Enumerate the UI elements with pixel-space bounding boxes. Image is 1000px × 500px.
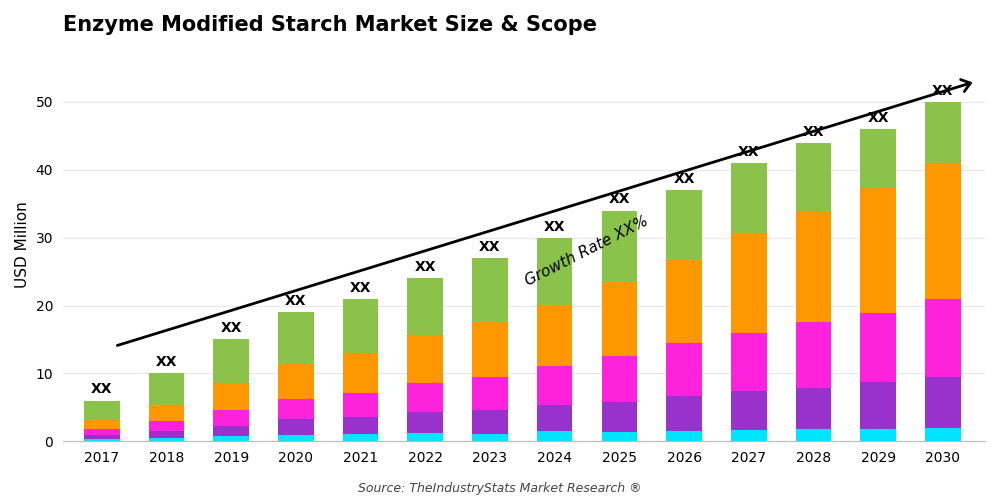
Bar [149, 438, 184, 442]
Bar [731, 333, 767, 391]
Bar [602, 282, 637, 356]
Bar [407, 412, 443, 433]
Bar [666, 260, 702, 344]
Bar [796, 430, 831, 442]
Bar [149, 374, 184, 406]
Bar [84, 400, 120, 420]
Bar [343, 417, 378, 434]
Bar [666, 431, 702, 442]
Bar [731, 163, 767, 232]
Bar [472, 377, 508, 410]
Bar [149, 431, 184, 438]
Text: XX: XX [415, 260, 436, 274]
Bar [860, 129, 896, 188]
Bar [84, 435, 120, 439]
Bar [537, 404, 572, 431]
Bar [537, 366, 572, 405]
Bar [796, 322, 831, 388]
Bar [925, 102, 961, 163]
Text: XX: XX [803, 124, 824, 138]
Bar [149, 406, 184, 421]
Bar [213, 384, 249, 409]
Bar [602, 432, 637, 442]
Text: XX: XX [479, 240, 501, 254]
Bar [472, 434, 508, 442]
Bar [407, 382, 443, 412]
Bar [860, 382, 896, 429]
Bar [213, 410, 249, 426]
Bar [860, 314, 896, 382]
Text: XX: XX [609, 192, 630, 206]
Bar [407, 278, 443, 336]
Bar [602, 210, 637, 282]
Bar [278, 435, 314, 442]
Bar [537, 431, 572, 442]
Bar [343, 434, 378, 442]
Bar [602, 356, 637, 402]
Bar [925, 299, 961, 377]
Bar [84, 420, 120, 429]
Bar [925, 377, 961, 428]
Y-axis label: USD Million: USD Million [15, 201, 30, 288]
Text: XX: XX [867, 111, 889, 125]
Bar [537, 238, 572, 305]
Bar [666, 344, 702, 396]
Bar [731, 430, 767, 442]
Text: XX: XX [91, 382, 112, 396]
Bar [84, 439, 120, 442]
Text: XX: XX [350, 280, 371, 294]
Bar [213, 426, 249, 436]
Bar [343, 393, 378, 417]
Bar [796, 142, 831, 212]
Bar [213, 340, 249, 384]
Bar [149, 421, 184, 431]
Bar [925, 163, 961, 299]
Text: XX: XX [544, 220, 565, 234]
Bar [84, 429, 120, 435]
Text: Growth Rate XX%: Growth Rate XX% [523, 214, 651, 289]
Bar [537, 305, 572, 366]
Bar [278, 398, 314, 419]
Bar [343, 299, 378, 353]
Bar [860, 188, 896, 314]
Bar [796, 212, 831, 322]
Text: XX: XX [220, 322, 242, 336]
Bar [407, 336, 443, 382]
Bar [472, 322, 508, 377]
Bar [731, 391, 767, 430]
Text: XX: XX [932, 84, 954, 98]
Bar [472, 258, 508, 322]
Text: XX: XX [738, 145, 760, 159]
Text: XX: XX [285, 294, 307, 308]
Bar [343, 353, 378, 393]
Bar [472, 410, 508, 434]
Bar [731, 232, 767, 333]
Bar [602, 402, 637, 432]
Bar [860, 429, 896, 442]
Bar [278, 420, 314, 435]
Text: XX: XX [156, 356, 177, 370]
Bar [407, 433, 443, 442]
Text: Enzyme Modified Starch Market Size & Scope: Enzyme Modified Starch Market Size & Sco… [63, 15, 597, 35]
Bar [213, 436, 249, 442]
Text: Source: TheIndustryStats Market Research ®: Source: TheIndustryStats Market Research… [358, 482, 642, 495]
Bar [666, 190, 702, 260]
Bar [278, 312, 314, 364]
Text: XX: XX [673, 172, 695, 186]
Bar [278, 364, 314, 398]
Bar [925, 428, 961, 442]
Bar [666, 396, 702, 431]
Bar [796, 388, 831, 430]
